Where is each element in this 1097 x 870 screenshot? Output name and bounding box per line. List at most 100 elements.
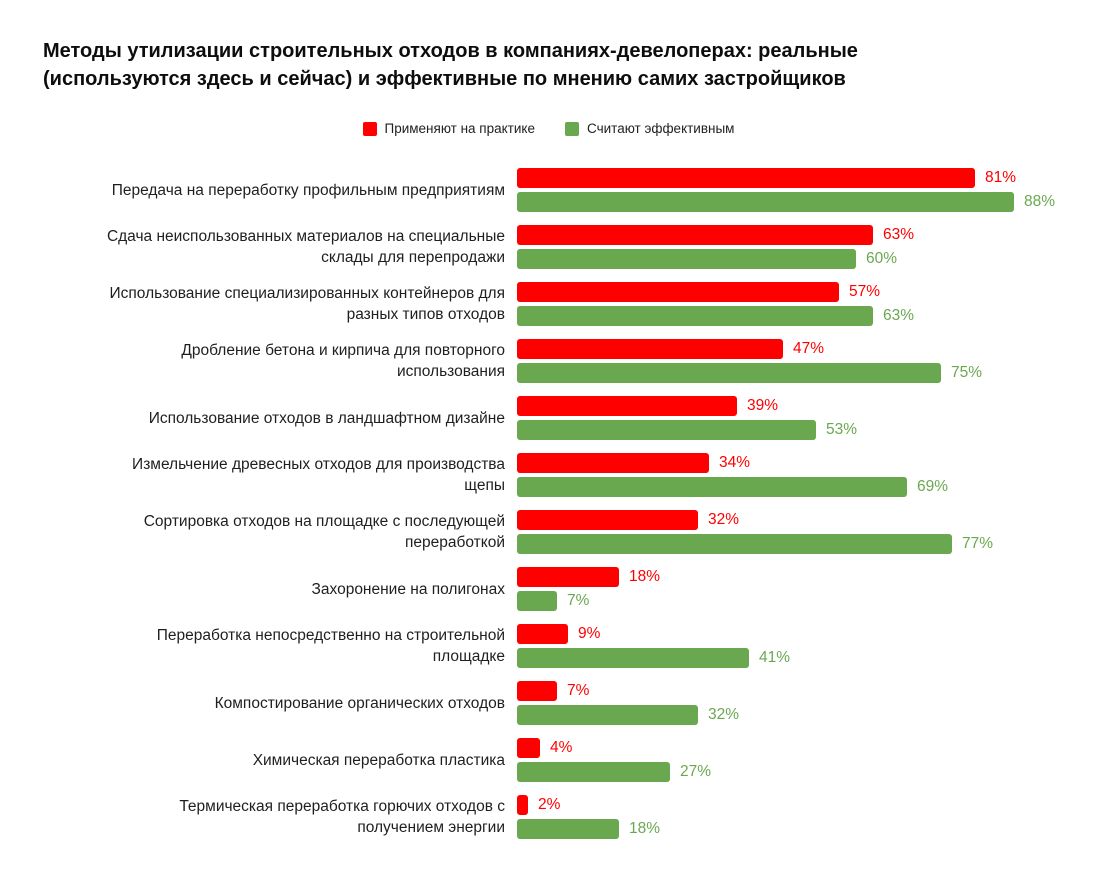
chart-rows: Передача на переработку профильным предп… [0, 168, 1097, 839]
bar-value-label: 4% [550, 739, 573, 756]
bar-effective [517, 705, 698, 725]
bar-value-label: 39% [747, 397, 779, 414]
category-label-line: Использование отходов в ландшафтном диза… [148, 409, 505, 427]
bar-line-effective: 88% [517, 192, 1055, 212]
bar-value-label: 18% [629, 568, 661, 585]
category-label-line: разных типов отходов [346, 306, 505, 323]
bar-applied [517, 168, 975, 188]
category-label-line: Дробление бетона и кирпича для повторног… [181, 342, 505, 359]
category-label: Сдача неиспользованных материалов на спе… [0, 226, 517, 268]
bar-effective [517, 306, 873, 326]
category-label-line: Сдача неиспользованных материалов на спе… [106, 228, 505, 245]
bar-group: 9% 41% [517, 624, 790, 668]
bar-value-label: 7% [567, 682, 590, 699]
bar-line-applied: 2% [517, 795, 660, 815]
bar-line-effective: 32% [517, 705, 739, 725]
category-label-line: Передача на переработку профильным предп… [111, 181, 505, 199]
bar-value-label: 75% [951, 364, 983, 381]
bar-effective [517, 420, 816, 440]
category-label: Переработка непосредственно на строитель… [0, 625, 517, 667]
chart-row: Сдача неиспользованных материалов на спе… [0, 225, 1097, 269]
chart-row: Термическая переработка горючих отходов … [0, 795, 1097, 839]
chart-row: Дробление бетона и кирпича для повторног… [0, 339, 1097, 383]
category-label-line: Измельчение древесных отходов для произв… [132, 456, 505, 473]
bar-line-effective: 41% [517, 648, 790, 668]
chart-row: Переработка непосредственно на строитель… [0, 624, 1097, 668]
bar-group: 57% 63% [517, 282, 914, 326]
bar-group: 32% 77% [517, 510, 993, 554]
category-label: Сортировка отходов на площадке с последу… [0, 511, 517, 553]
bar-group: 63% 60% [517, 225, 914, 269]
chart-row: Измельчение древесных отходов для произв… [0, 453, 1097, 497]
chart-row: Использование отходов в ландшафтном диза… [0, 396, 1097, 440]
bar-line-effective: 27% [517, 762, 711, 782]
bar-line-effective: 7% [517, 591, 660, 611]
legend-label-applied: Применяют на практике [384, 121, 535, 136]
legend-item-applied: Применяют на практике [362, 121, 535, 136]
category-label: Химическая переработка пластика [0, 750, 517, 771]
bar-value-label: 69% [917, 478, 949, 495]
category-label-line: Сортировка отходов на площадке с последу… [143, 513, 505, 530]
bar-value-label: 47% [793, 340, 825, 357]
bar-effective [517, 591, 557, 611]
bar-applied [517, 453, 709, 473]
bar-effective [517, 192, 1014, 212]
category-label-line: Переработка непосредственно на строитель… [156, 627, 505, 644]
bar-applied [517, 282, 839, 302]
bar-line-applied: 63% [517, 225, 914, 245]
bar-applied [517, 339, 783, 359]
category-label-line: площадке [432, 648, 505, 665]
category-label: Использование специализированных контейн… [0, 283, 517, 325]
bar-group: 7% 32% [517, 681, 739, 725]
bar-group: 2% 18% [517, 795, 660, 839]
chart-row: Захоронение на полигонах 18% 7% [0, 567, 1097, 611]
chart-row: Передача на переработку профильным предп… [0, 168, 1097, 212]
chart-row: Использование специализированных контейн… [0, 282, 1097, 326]
category-label: Захоронение на полигонах [0, 579, 517, 600]
category-label-line: щепы [464, 477, 505, 494]
bar-applied [517, 225, 873, 245]
legend-item-effective: Считают эффективным [564, 121, 734, 136]
bar-line-applied: 9% [517, 624, 790, 644]
category-label: Передача на переработку профильным предп… [0, 180, 517, 201]
category-label-line: Использование специализированных контейн… [109, 285, 505, 302]
chart-title: Методы утилизации строительных отходов в… [43, 38, 858, 93]
bar-value-label: 60% [866, 250, 898, 267]
bar-group: 47% 75% [517, 339, 982, 383]
bar-value-label: 63% [883, 226, 915, 243]
category-label-line: Химическая переработка пластика [252, 751, 505, 769]
chart-row: Химическая переработка пластика 4% 27% [0, 738, 1097, 782]
bar-line-effective: 75% [517, 363, 982, 383]
category-label-line: использования [396, 363, 505, 380]
bar-applied [517, 795, 528, 815]
bar-value-label: 18% [629, 820, 661, 837]
bar-line-effective: 60% [517, 249, 914, 269]
bar-effective [517, 249, 856, 269]
chart-row: Компостирование органических отходов 7% 32… [0, 681, 1097, 725]
bar-effective [517, 534, 952, 554]
bar-applied [517, 396, 737, 416]
bar-effective [517, 648, 749, 668]
category-label-line: склады для перепродажи [321, 249, 505, 266]
bar-value-label: 9% [578, 625, 601, 642]
bar-value-label: 53% [826, 421, 858, 438]
category-label-line: Термическая переработка горючих отходов … [179, 798, 505, 815]
category-label-line: Захоронение на полигонах [311, 580, 505, 598]
bar-value-label: 27% [680, 763, 712, 780]
bar-value-label: 32% [708, 511, 740, 528]
bar-value-label: 41% [759, 649, 791, 666]
bar-line-applied: 18% [517, 567, 660, 587]
bar-value-label: 34% [719, 454, 751, 471]
bar-group: 18% 7% [517, 567, 660, 611]
legend-swatch-effective-icon [564, 121, 579, 136]
bar-line-effective: 63% [517, 306, 914, 326]
category-label-line: получением энергии [357, 819, 505, 836]
category-label: Использование отходов в ландшафтном диза… [0, 408, 517, 429]
bar-group: 39% 53% [517, 396, 857, 440]
category-label: Измельчение древесных отходов для произв… [0, 454, 517, 496]
bar-effective [517, 819, 619, 839]
chart-title-line1: Методы утилизации строительных отходов в… [43, 40, 858, 62]
bar-effective [517, 477, 907, 497]
bar-group: 34% 69% [517, 453, 948, 497]
